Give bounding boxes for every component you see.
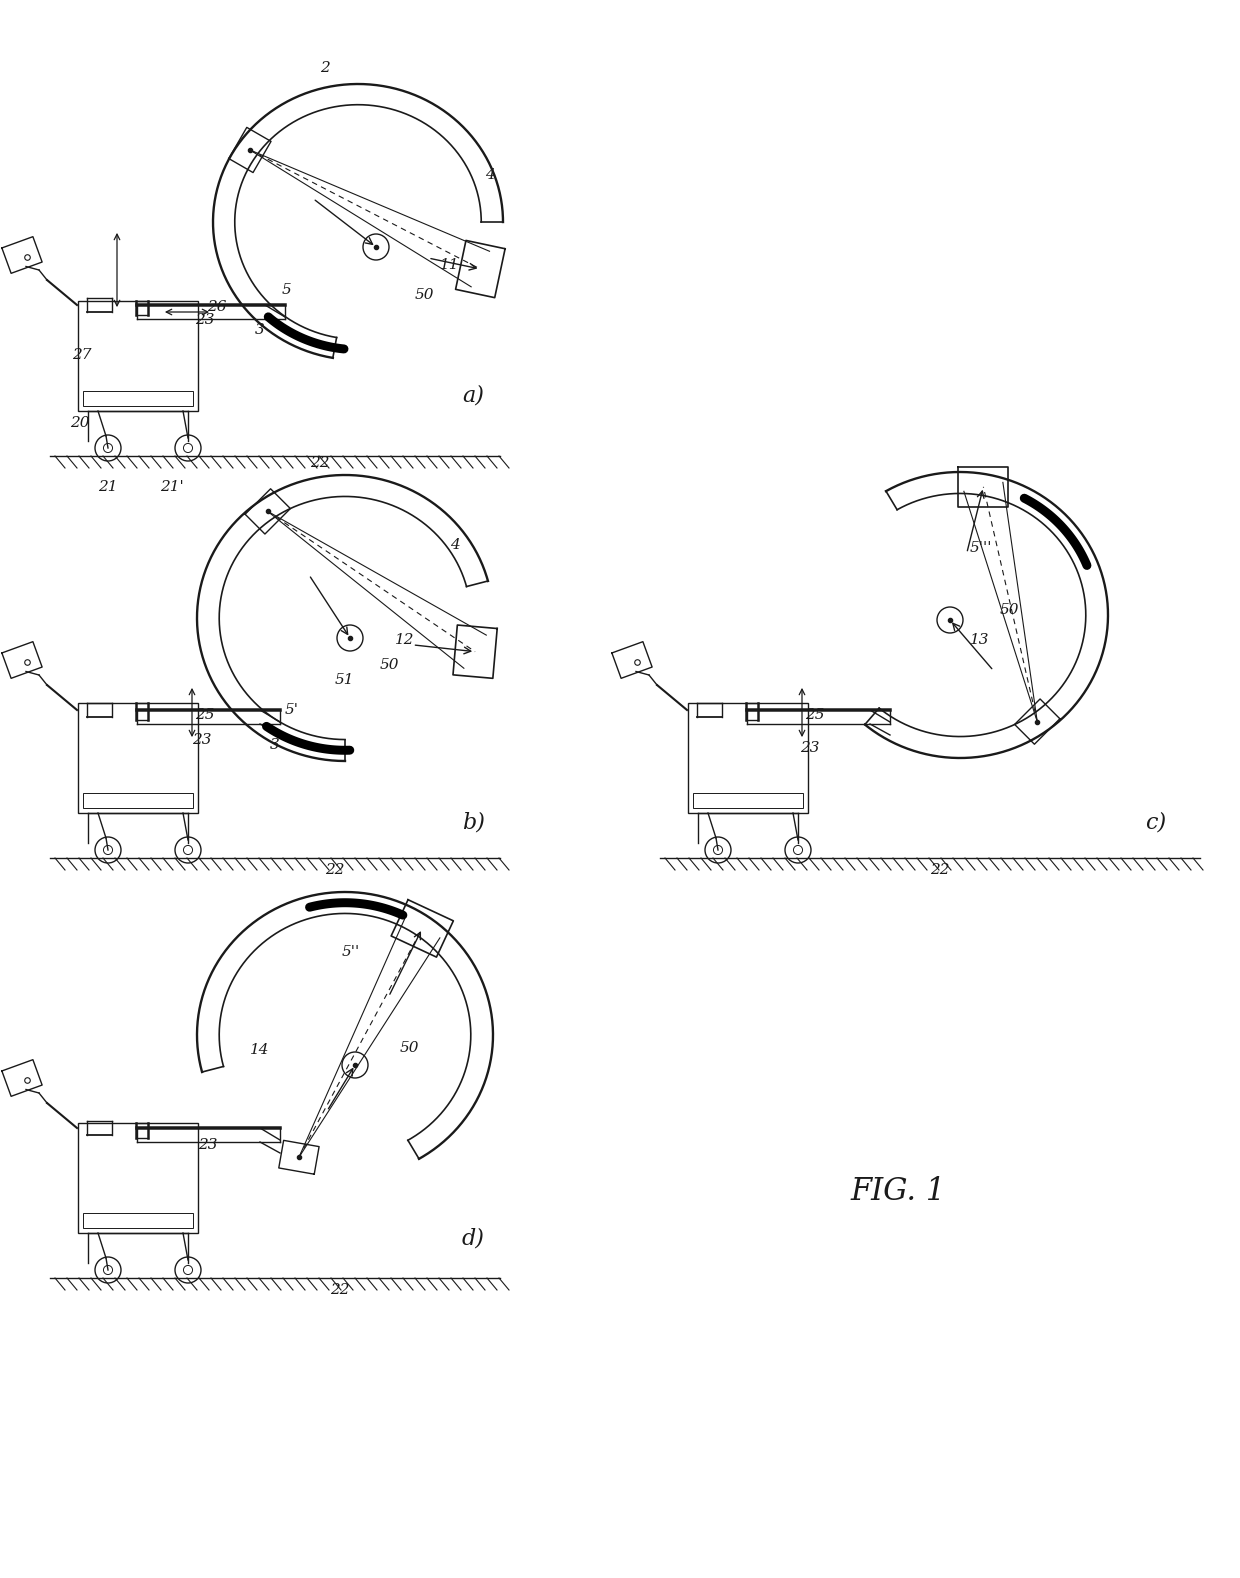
Text: 14: 14 xyxy=(250,1043,269,1057)
Text: 22: 22 xyxy=(330,1283,350,1297)
Text: 23: 23 xyxy=(192,734,212,746)
Text: 4: 4 xyxy=(485,167,495,181)
Text: 23: 23 xyxy=(800,742,820,754)
Text: 4: 4 xyxy=(450,538,460,552)
Text: d): d) xyxy=(463,1228,485,1250)
Text: 5': 5' xyxy=(285,704,299,716)
Text: 3: 3 xyxy=(255,323,265,338)
Text: 22: 22 xyxy=(310,456,330,470)
Text: 25: 25 xyxy=(805,709,825,723)
Text: 5: 5 xyxy=(281,282,291,297)
Text: 22: 22 xyxy=(325,863,345,877)
Text: b): b) xyxy=(463,811,485,833)
Text: 51: 51 xyxy=(335,672,355,686)
Text: 26: 26 xyxy=(207,300,227,314)
Bar xyxy=(78,704,198,813)
Bar xyxy=(83,1213,193,1228)
Bar xyxy=(78,301,198,410)
Text: 22: 22 xyxy=(930,863,950,877)
Text: 50: 50 xyxy=(415,289,434,301)
Text: 13: 13 xyxy=(970,633,990,647)
Text: FIG. 1: FIG. 1 xyxy=(849,1176,945,1207)
Bar xyxy=(78,1124,198,1232)
Text: 25: 25 xyxy=(195,709,215,723)
Text: 5'': 5'' xyxy=(342,945,361,959)
Text: 21': 21' xyxy=(160,480,184,494)
Text: 3: 3 xyxy=(270,739,280,753)
Text: 2: 2 xyxy=(320,62,330,76)
Text: a): a) xyxy=(463,383,484,406)
Text: 50: 50 xyxy=(999,603,1019,617)
Text: 50: 50 xyxy=(379,658,399,672)
Text: 27: 27 xyxy=(72,349,92,361)
Bar xyxy=(83,391,193,406)
Text: 50: 50 xyxy=(401,1041,419,1056)
Text: 5''': 5''' xyxy=(970,541,992,555)
Text: c): c) xyxy=(1145,811,1166,833)
Text: 11: 11 xyxy=(440,257,460,271)
Bar xyxy=(83,794,193,808)
Text: 20: 20 xyxy=(69,417,89,429)
Bar xyxy=(693,794,804,808)
Text: 23: 23 xyxy=(198,1138,217,1152)
Bar xyxy=(688,704,808,813)
Text: 12: 12 xyxy=(396,633,414,647)
Text: 21: 21 xyxy=(98,480,118,494)
Text: 23: 23 xyxy=(195,312,215,327)
